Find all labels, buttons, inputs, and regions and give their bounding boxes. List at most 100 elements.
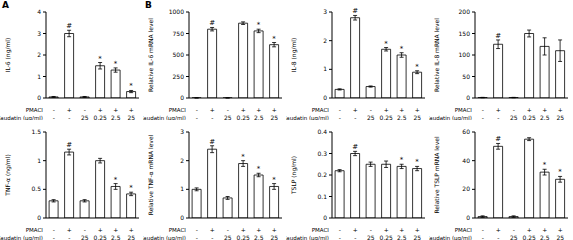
svg-text:#: # (352, 143, 358, 151)
svg-text:+: + (399, 226, 404, 233)
svg-text:+: + (210, 106, 215, 113)
svg-text:-: - (482, 114, 484, 120)
svg-text:-: - (497, 234, 499, 240)
svg-text:+: + (353, 226, 358, 233)
svg-text:25: 25 (556, 114, 564, 120)
svg-text:0.25: 0.25 (380, 114, 394, 120)
svg-text:20: 20 (462, 185, 470, 192)
svg-text:25: 25 (81, 114, 89, 120)
svg-text:2.5: 2.5 (397, 114, 407, 120)
svg-text:0: 0 (323, 214, 327, 221)
svg-text:-: - (211, 114, 213, 120)
svg-text:1: 1 (37, 157, 41, 164)
svg-text:0.25: 0.25 (94, 114, 108, 120)
svg-text:-: - (354, 114, 356, 120)
svg-text:*: * (272, 176, 276, 184)
svg-text:2.5: 2.5 (254, 234, 264, 240)
svg-text:+: + (256, 106, 261, 113)
svg-text:PMACI: PMACI (26, 227, 44, 233)
svg-text:-: - (68, 114, 70, 120)
svg-text:-: - (370, 106, 372, 113)
svg-text:PMACI: PMACI (312, 227, 330, 233)
svg-text:#: # (495, 135, 501, 143)
svg-text:+: + (98, 106, 103, 113)
svg-text:100: 100 (459, 51, 471, 58)
svg-text:-: - (196, 226, 198, 233)
svg-text:Caudatin (μg/ml): Caudatin (μg/ml) (143, 235, 186, 240)
svg-text:0.2: 0.2 (317, 171, 327, 178)
svg-text:+: + (384, 226, 389, 233)
svg-text:25: 25 (556, 234, 564, 240)
svg-text:#: # (209, 19, 215, 27)
svg-text:+: + (415, 226, 420, 233)
svg-text:+: + (113, 226, 118, 233)
svg-text:25: 25 (224, 114, 232, 120)
svg-text:-: - (497, 114, 499, 120)
svg-text:0.25: 0.25 (523, 234, 537, 240)
svg-text:+: + (272, 226, 277, 233)
svg-text:+: + (98, 226, 103, 233)
svg-text:0.25: 0.25 (94, 234, 108, 240)
svg-text:-: - (53, 114, 55, 120)
svg-text:3: 3 (37, 30, 41, 37)
svg-text:2.5: 2.5 (254, 114, 264, 120)
svg-text:-: - (339, 114, 341, 120)
svg-text:-: - (339, 106, 341, 113)
svg-text:3: 3 (323, 8, 327, 15)
svg-text:1: 1 (180, 185, 184, 192)
svg-text:-: - (482, 106, 484, 113)
svg-text:2: 2 (37, 51, 41, 58)
svg-text:*: * (98, 55, 102, 63)
svg-text:Caudatin (μg/ml): Caudatin (μg/ml) (286, 235, 329, 240)
svg-text:-: - (84, 106, 86, 113)
svg-text:60: 60 (462, 128, 470, 135)
svg-text:-: - (84, 226, 86, 233)
svg-text:0.5: 0.5 (31, 185, 41, 192)
svg-text:*: * (241, 153, 245, 161)
svg-text:40: 40 (462, 157, 470, 164)
svg-text:*: * (400, 156, 404, 164)
svg-text:-: - (211, 234, 213, 240)
svg-text:Caudatin (μg/ml): Caudatin (μg/ml) (8, 115, 43, 120)
svg-text:25: 25 (413, 114, 421, 120)
svg-text:#: # (495, 32, 501, 40)
svg-text:*: * (415, 158, 419, 166)
svg-text:+: + (272, 106, 277, 113)
svg-text:3: 3 (180, 128, 184, 135)
svg-text:+: + (542, 226, 547, 233)
svg-text:1: 1 (37, 73, 41, 80)
svg-text:0.3: 0.3 (317, 150, 327, 157)
svg-text:-: - (53, 106, 55, 113)
svg-text:0.4: 0.4 (317, 128, 327, 135)
svg-text:+: + (527, 226, 532, 233)
svg-text:-: - (196, 114, 198, 120)
svg-text:+: + (415, 106, 420, 113)
svg-text:2.5: 2.5 (540, 114, 550, 120)
svg-text:0: 0 (180, 214, 184, 221)
svg-text:150: 150 (459, 30, 471, 37)
svg-text:-: - (227, 226, 229, 233)
svg-text:0: 0 (466, 214, 470, 221)
svg-text:+: + (496, 106, 501, 113)
svg-text:0: 0 (37, 94, 41, 101)
svg-text:25: 25 (510, 234, 518, 240)
svg-text:2: 2 (323, 37, 327, 44)
svg-text:Caudatin (μg/ml): Caudatin (μg/ml) (8, 235, 43, 240)
svg-text:0: 0 (466, 94, 470, 101)
svg-text:-: - (482, 226, 484, 233)
svg-text:0.25: 0.25 (523, 114, 537, 120)
svg-text:*: * (384, 40, 388, 48)
svg-text:PMACI: PMACI (169, 227, 187, 233)
svg-text:+: + (129, 226, 134, 233)
svg-text:+: + (67, 226, 72, 233)
svg-text:25: 25 (270, 234, 278, 240)
svg-text:+: + (129, 106, 134, 113)
svg-text:2.5: 2.5 (111, 234, 121, 240)
svg-text:*: * (415, 63, 419, 71)
svg-text:PMACI: PMACI (455, 107, 473, 113)
svg-text:*: * (257, 165, 261, 173)
svg-text:-: - (354, 234, 356, 240)
svg-text:-: - (196, 106, 198, 113)
svg-text:*: * (129, 82, 133, 90)
svg-text:+: + (558, 106, 563, 113)
